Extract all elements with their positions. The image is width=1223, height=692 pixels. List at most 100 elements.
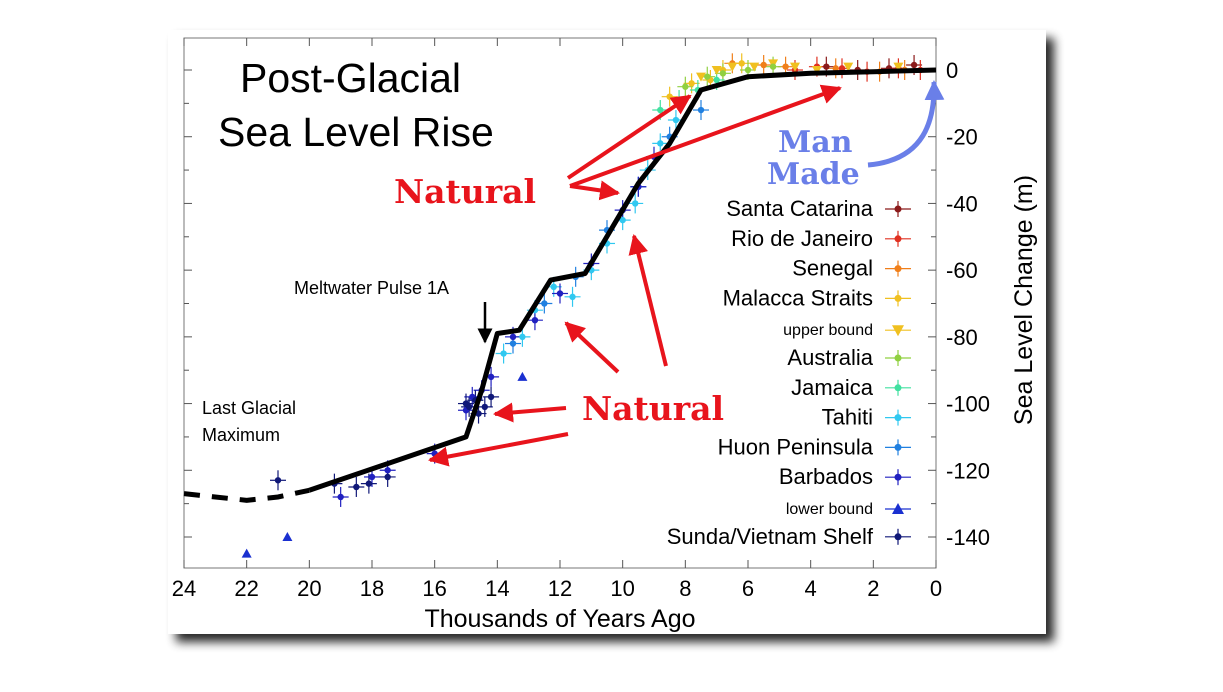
data-point [782,63,789,70]
manmade-arrow [867,80,945,168]
y-tick-label: 0 [946,58,958,83]
data-point [769,63,777,70]
data-point [657,106,664,114]
data-point [465,403,473,411]
legend-marker [894,265,902,273]
legend-label: lower bound [786,501,873,518]
legend-marker [892,503,904,514]
data-point [672,116,680,124]
data-point [556,290,564,297]
data-point [696,72,706,82]
natural-arrow-2 [569,84,842,188]
chart-title-line1: Post-Glacial [240,55,461,101]
data-point [738,60,745,67]
x-tick-label: 14 [485,576,509,601]
chart-title-line2: Sea Level Rise [218,109,494,155]
legend-label: Australia [787,345,873,370]
x-tick-label: 22 [234,576,258,601]
legend-marker [894,384,902,392]
data-point [541,300,548,307]
natural-label-lower: Natural [582,389,724,428]
legend-label: Barbados [779,464,873,489]
data-point [337,493,344,501]
x-tick-label: 6 [742,576,754,601]
lgm-label-line2: Maximum [202,425,280,445]
legend-label: Sunda/Vietnam Shelf [667,524,874,549]
manmade-label-line2: Made [767,157,860,192]
y-tick-label: -60 [946,258,978,283]
legend-label: Huon Peninsula [718,434,874,459]
natural-arrow-1 [566,94,692,180]
legend-marker [892,325,904,337]
natural-arrow-3 [569,180,620,201]
data-point [832,65,839,72]
tick-marks [183,38,937,568]
data-point [550,283,557,291]
data-point [682,83,689,90]
y-tick-label: -100 [946,392,990,417]
x-tick-label: 20 [297,576,321,601]
data-point [481,403,488,411]
legend-marker [894,443,902,451]
data-point [823,63,830,70]
legend-marker [894,473,902,481]
x-tick-label: 18 [360,576,384,601]
x-axis-label: Thousands of Years Ago [424,605,695,633]
natural-arrows [428,84,842,467]
data-point [727,62,738,72]
data-point [749,62,760,72]
legend-label: Senegal [792,256,873,281]
x-tick-label: 16 [422,576,446,601]
data-point [632,200,639,207]
data-point [657,140,664,147]
data-point [711,66,722,75]
data-point [569,293,576,301]
legend-marker [894,354,902,362]
data-point [487,373,495,381]
data-point [893,62,904,72]
data-point [241,548,252,558]
data-point [274,477,282,484]
data-point [838,65,846,72]
data-point [719,70,727,77]
y-tick-label: -140 [946,525,990,550]
data-point [619,216,626,224]
x-tick-label: 2 [867,576,879,601]
data-point [744,66,752,74]
data-point [519,333,526,341]
data-point [843,62,854,72]
x-tick-label: 8 [679,576,691,601]
legend-label: Rio de Janeiro [731,226,873,251]
trend-line [308,67,937,493]
data-point [910,61,918,69]
tick-labels: 24 22 20 18 16 14 12 10 8 6 4 2 00-20-40-60-80-100-1… [172,58,990,601]
natural-label-upper: Natural [394,172,536,211]
natural-arrow-5 [428,432,569,467]
data-point [282,532,293,541]
data-point [811,66,822,75]
trend-line-dashed [183,487,310,503]
data-point [704,73,711,80]
legend-label: Jamaica [791,375,874,400]
x-tick-label: 12 [548,576,572,601]
data-point [760,61,767,69]
y-tick-label: -120 [946,458,990,483]
legend-label: upper bound [783,322,873,339]
legend-marker [894,235,902,243]
legend-marker [894,205,902,213]
x-tick-label: 4 [805,576,817,601]
legend-label: Malacca Straits [723,285,873,310]
y-axis-label: Sea Level Change (m) [1010,175,1038,425]
data-point [431,450,438,457]
data-point [531,316,539,324]
data-point [509,340,517,347]
natural-arrow-6 [564,321,620,374]
data-point [368,473,376,481]
manmade-label-line1: Man [778,125,853,160]
y-tick-label: -40 [946,191,978,216]
data-point [666,93,673,100]
x-tick-label: 10 [610,576,634,601]
y-tick-label: -20 [946,125,978,150]
y-tick-label: -80 [946,325,978,350]
